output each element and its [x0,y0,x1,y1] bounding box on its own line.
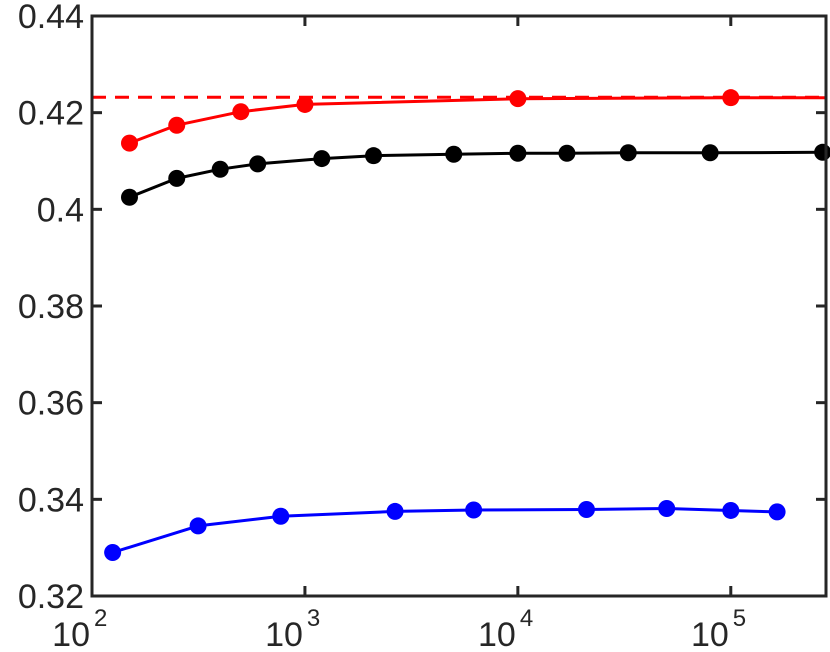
series-1-point [211,160,229,178]
series-1-point [313,150,331,168]
series-1-point [701,144,719,162]
x-tick-label-base: 10 [265,616,303,652]
y-tick-label: 0.32 [18,578,84,616]
x-tick-label-exponent: 2 [94,605,107,632]
series-1 [120,143,830,206]
y-tick-label: 0.44 [18,0,84,36]
y-tick-label: 0.36 [18,385,84,423]
series-2-point [189,517,207,535]
series-2-point [768,503,786,521]
series-2 [104,500,786,561]
x-tick-labels: 10 2 10 3 10 4 10 5 [52,605,746,652]
x-tick-label-exponent: 3 [307,605,320,632]
x-tick-label-base: 10 [52,616,90,652]
plot-area-background [92,16,826,596]
series-2-point [465,501,483,519]
x-tick-label-exponent: 5 [733,605,746,632]
series-2-point [272,507,290,525]
y-tick-label: 0.34 [18,481,84,519]
tick-marks [90,14,826,598]
series-2-point [104,544,122,561]
series-layer [104,89,830,561]
series-0-point [296,95,314,113]
series-1-point [445,145,463,163]
series-2-point [386,502,404,520]
series-1-point [509,144,527,162]
y-tick-labels: 0.32 0.34 0.36 0.38 0.4 0.42 0.44 [18,0,84,616]
x-tick-label: 10 2 [52,605,107,652]
series-0-point [722,89,740,107]
y-tick-label: 0.42 [18,95,84,133]
series-1-point [365,147,383,165]
x-tick-label-base: 10 [478,616,516,652]
series-0-point [509,90,527,108]
series-0-point [120,134,138,152]
series-2-point [577,500,595,518]
x-tick-label: 10 5 [691,605,746,652]
y-tick-label: 0.4 [37,191,84,229]
series-1-point [120,188,138,206]
x-tick-label: 10 4 [478,605,533,652]
series-1-point [558,144,576,162]
x-tick-label-exponent: 4 [520,605,533,632]
y-tick-label: 0.38 [18,288,84,326]
series-2-point [658,500,676,518]
series-1-point [249,155,267,173]
x-tick-label: 10 3 [265,605,320,652]
x-tick-label-base: 10 [691,616,729,652]
series-1-point [619,144,637,162]
series-2-point [722,501,740,519]
series-0-point [168,116,186,134]
series-0 [120,89,826,152]
series-0-point [232,103,250,121]
series-1-point [168,169,186,187]
